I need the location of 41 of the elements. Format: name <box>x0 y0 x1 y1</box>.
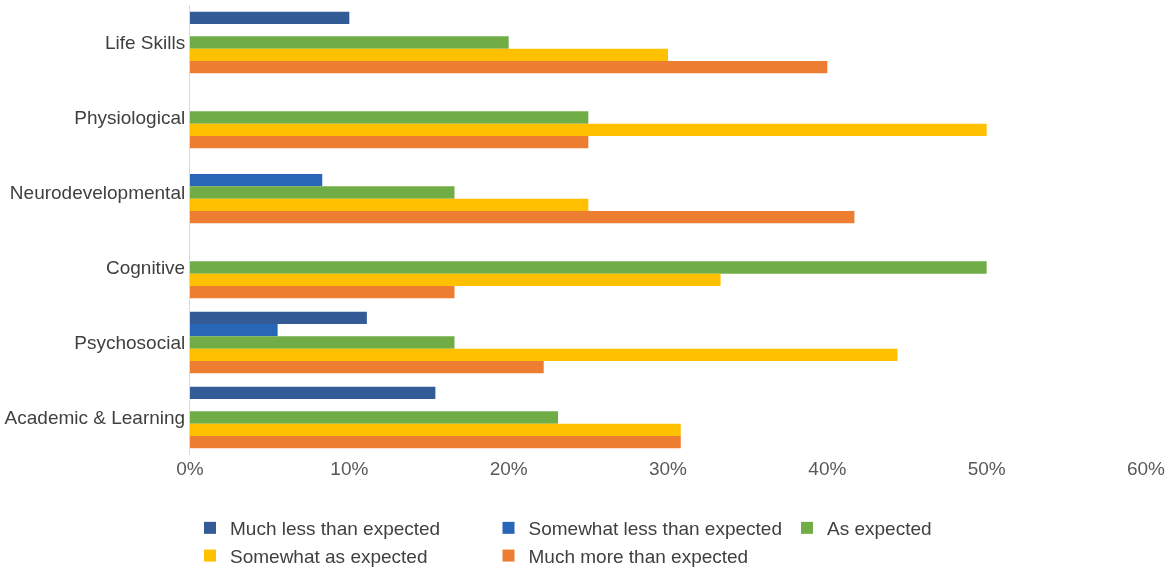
x-tick-label: 10% <box>330 458 369 479</box>
bar <box>190 311 367 325</box>
legend-label: Much less than expected <box>230 518 441 540</box>
bar <box>190 111 589 124</box>
bar <box>190 186 455 199</box>
bar <box>190 411 559 424</box>
y-tick-label: Academic & Learning <box>4 407 186 429</box>
bar <box>190 360 544 374</box>
y-tick-label: Cognitive <box>105 257 186 279</box>
y-tick-label: Neurodevelopmental <box>9 182 186 204</box>
y-tick-label: Psychosocial <box>74 332 186 354</box>
bar <box>190 60 828 74</box>
bar <box>190 174 323 187</box>
y-tick-label: Life Skills <box>104 32 186 54</box>
bar <box>190 324 278 337</box>
bar <box>190 36 509 49</box>
bar <box>190 261 987 274</box>
x-tick-label: 0% <box>176 458 204 479</box>
bar <box>190 123 987 136</box>
x-tick-label: 30% <box>648 458 688 479</box>
x-tick-label: 60% <box>1126 458 1166 479</box>
bar <box>190 273 721 286</box>
x-tick-label: 20% <box>489 458 528 479</box>
bar <box>190 135 589 149</box>
legend-label: Somewhat less than expected <box>528 518 782 540</box>
bar <box>190 285 455 299</box>
bar <box>190 435 681 449</box>
bar <box>190 336 455 349</box>
bar <box>190 423 681 436</box>
bar <box>190 11 350 25</box>
bar <box>190 386 436 400</box>
bar <box>190 348 898 361</box>
bar <box>190 48 668 61</box>
x-tick-label: 50% <box>967 458 1006 479</box>
x-tick-label: 40% <box>808 458 847 479</box>
bar <box>190 210 855 224</box>
legend-label: Somewhat as expected <box>230 545 428 567</box>
bar <box>190 198 589 211</box>
y-tick-label: Physiological <box>74 107 186 129</box>
legend-label: Much more than expected <box>528 545 749 567</box>
legend-label: As expected <box>827 518 932 540</box>
